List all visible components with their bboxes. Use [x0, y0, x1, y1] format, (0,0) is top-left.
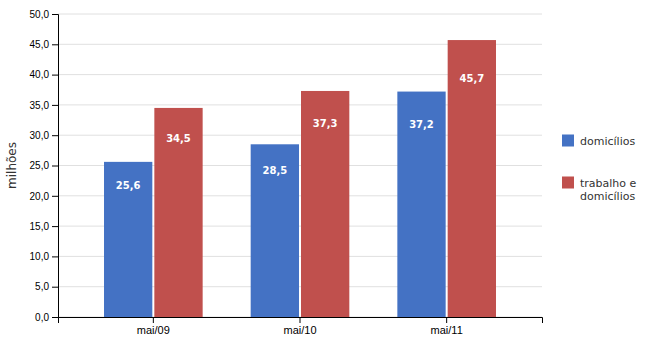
y-tick-mark: [52, 256, 58, 257]
y-tick: 20,0: [30, 191, 58, 202]
x-axis-line: [59, 318, 543, 324]
data-label: 25,6: [116, 180, 141, 191]
chart: 0,0 5,0 10,0 15,0 20,0 25,0 30,0 35,0 40,0 45,0 50…: [0, 0, 672, 347]
y-tick-mark: [52, 317, 58, 318]
data-labels: 25,6 28,5 37,2 34,5 37,3 45,7: [116, 73, 484, 191]
y-axis-line: [52, 15, 59, 318]
y-tick: 5,0: [35, 281, 58, 292]
x-tick: mai/10: [283, 317, 316, 336]
bar: [448, 40, 496, 317]
y-tick: 25,0: [30, 160, 58, 171]
legend-item: domicílios: [562, 135, 635, 148]
y-tick-mark: [52, 287, 58, 288]
x-tick-mark: [300, 317, 301, 323]
y-tick: 40,0: [30, 69, 58, 80]
y-tick-label: 35,0: [30, 100, 50, 111]
y-tick-label: 15,0: [30, 221, 50, 232]
bar: [301, 91, 349, 317]
y-tick-label: 50,0: [30, 9, 50, 20]
y-tick-label: 25,0: [30, 160, 50, 171]
y-tick-mark: [52, 226, 58, 227]
y-tick-mark: [52, 14, 58, 15]
data-label: 28,5: [262, 165, 287, 176]
y-tick-label: 20,0: [30, 191, 50, 202]
y-tick-label: 5,0: [35, 281, 49, 292]
y-tick-mark: [52, 75, 58, 76]
legend: domicílios trabalho edomicílios: [562, 135, 637, 203]
x-tick-mark: [446, 317, 447, 323]
y-tick: 45,0: [30, 39, 58, 50]
y-tick: 50,0: [30, 9, 58, 20]
y-axis: 0,0 5,0 10,0 15,0 20,0 25,0 30,0 35,0 40,0 45,0 50…: [30, 9, 59, 323]
grid-line: [58, 14, 542, 15]
grid: [58, 14, 542, 317]
x-tick-label: mai/09: [137, 324, 170, 336]
y-tick-label: 45,0: [30, 39, 50, 50]
y-tick-mark: [52, 135, 58, 136]
y-tick: 0,0: [35, 312, 58, 323]
legend-label: trabalho edomicílios: [580, 177, 637, 203]
y-tick-mark: [52, 44, 58, 45]
legend-label: domicílios: [580, 135, 635, 148]
y-tick-label: 0,0: [35, 312, 49, 323]
plot: 0,0 5,0 10,0 15,0 20,0 25,0 30,0 35,0 40,0 45,0 50…: [30, 9, 543, 336]
legend-swatch: [562, 177, 574, 189]
y-tick: 15,0: [30, 221, 58, 232]
data-label: 34,5: [166, 133, 191, 144]
bar: [154, 108, 202, 317]
x-tick-mark: [153, 317, 154, 323]
x-axis: mai/09 mai/10 mai/11: [59, 317, 543, 336]
y-axis-title: milhões: [5, 142, 19, 189]
bars: [104, 40, 496, 317]
bar: [104, 162, 152, 317]
y-tick-label: 10,0: [30, 251, 50, 262]
data-label: 45,7: [459, 73, 484, 84]
legend-swatch: [562, 135, 574, 147]
data-label: 37,2: [409, 119, 434, 130]
x-tick: mai/09: [137, 317, 170, 336]
y-tick-mark: [52, 105, 58, 106]
bar: [251, 144, 299, 317]
y-tick-label: 30,0: [30, 130, 50, 141]
x-tick-label: mai/11: [431, 324, 463, 336]
legend-item: trabalho edomicílios: [562, 177, 637, 203]
y-tick: 35,0: [30, 100, 58, 111]
bar: [397, 92, 445, 317]
data-label: 37,3: [313, 118, 338, 129]
y-tick: 10,0: [30, 251, 58, 262]
y-tick: 30,0: [30, 130, 58, 141]
x-tick-label: mai/10: [283, 324, 316, 336]
y-tick-mark: [52, 196, 58, 197]
y-tick-mark: [52, 166, 58, 167]
x-tick: mai/11: [431, 317, 463, 336]
y-tick-label: 40,0: [30, 69, 50, 80]
